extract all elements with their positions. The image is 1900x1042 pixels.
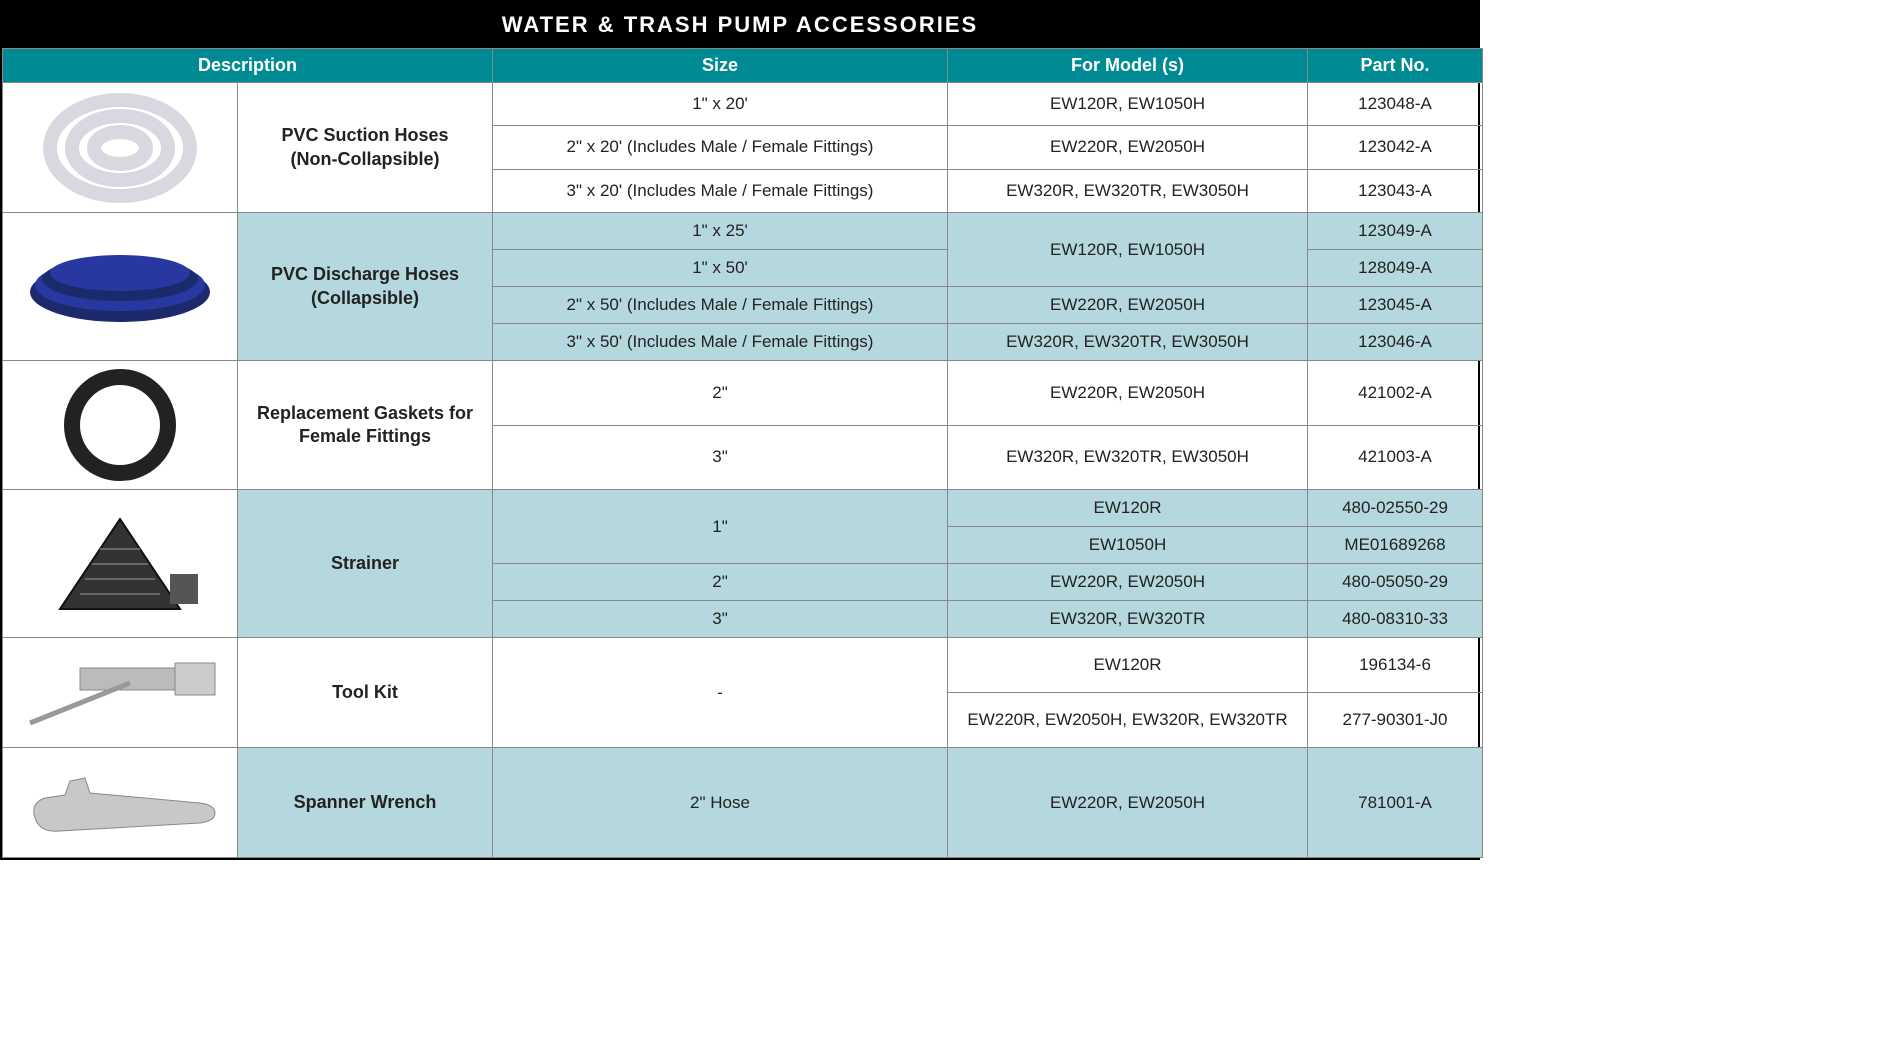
header-row: Description Size For Model (s) Part No. bbox=[3, 49, 1483, 83]
product-image-cell bbox=[3, 361, 238, 490]
col-description: Description bbox=[3, 49, 493, 83]
model-cell: EW220R, EW2050H bbox=[948, 287, 1308, 324]
size-cell: 3" bbox=[493, 425, 948, 490]
part-number-cell: 277-90301-J0 bbox=[1308, 693, 1483, 748]
model-cell: EW320R, EW320TR, EW3050H bbox=[948, 324, 1308, 361]
table-row: PVC Suction Hoses(Non-Collapsible)1" x 2… bbox=[3, 83, 1483, 126]
description-cell: PVC Suction Hoses(Non-Collapsible) bbox=[238, 83, 493, 213]
size-cell: 2" x 20' (Includes Male / Female Fitting… bbox=[493, 126, 948, 169]
size-cell: 2" bbox=[493, 564, 948, 601]
coil-hose-icon bbox=[7, 87, 233, 208]
part-number-cell: 123045-A bbox=[1308, 287, 1483, 324]
size-cell: 1" x 20' bbox=[493, 83, 948, 126]
accessories-table-container: WATER & TRASH PUMP ACCESSORIES Descripti… bbox=[0, 0, 1480, 860]
description-cell: Spanner Wrench bbox=[238, 748, 493, 858]
description-cell: Tool Kit bbox=[238, 638, 493, 748]
part-number-cell: 123046-A bbox=[1308, 324, 1483, 361]
part-number-cell: 128049-A bbox=[1308, 250, 1483, 287]
toolkit-icon bbox=[7, 642, 233, 743]
size-cell: 1" bbox=[493, 490, 948, 564]
size-cell: - bbox=[493, 638, 948, 748]
col-part: Part No. bbox=[1308, 49, 1483, 83]
wrench-icon bbox=[7, 752, 233, 853]
model-cell: EW320R, EW320TR, EW3050H bbox=[948, 425, 1308, 490]
strainer-icon bbox=[7, 494, 233, 633]
gasket-icon bbox=[7, 365, 233, 485]
model-cell: EW320R, EW320TR bbox=[948, 601, 1308, 638]
model-cell: EW120R, EW1050H bbox=[948, 213, 1308, 287]
part-number-cell: 123048-A bbox=[1308, 83, 1483, 126]
size-cell: 1" x 50' bbox=[493, 250, 948, 287]
model-cell: EW220R, EW2050H bbox=[948, 126, 1308, 169]
model-cell: EW120R bbox=[948, 490, 1308, 527]
col-model: For Model (s) bbox=[948, 49, 1308, 83]
product-image-cell bbox=[3, 83, 238, 213]
model-cell: EW120R, EW1050H bbox=[948, 83, 1308, 126]
table-row: Tool Kit-EW120R196134-6 bbox=[3, 638, 1483, 693]
model-cell: EW320R, EW320TR, EW3050H bbox=[948, 169, 1308, 212]
table-row: Replacement Gaskets forFemale Fittings2"… bbox=[3, 361, 1483, 426]
model-cell: EW220R, EW2050H bbox=[948, 748, 1308, 858]
model-cell: EW1050H bbox=[948, 527, 1308, 564]
part-number-cell: 421003-A bbox=[1308, 425, 1483, 490]
description-cell: PVC Discharge Hoses(Collapsible) bbox=[238, 213, 493, 361]
model-cell: EW220R, EW2050H bbox=[948, 361, 1308, 426]
table-row: PVC Discharge Hoses(Collapsible)1" x 25'… bbox=[3, 213, 1483, 250]
part-number-cell: ME01689268 bbox=[1308, 527, 1483, 564]
table-title: WATER & TRASH PUMP ACCESSORIES bbox=[2, 2, 1478, 48]
part-number-cell: 123042-A bbox=[1308, 126, 1483, 169]
part-number-cell: 196134-6 bbox=[1308, 638, 1483, 693]
part-number-cell: 421002-A bbox=[1308, 361, 1483, 426]
product-image-cell bbox=[3, 748, 238, 858]
part-number-cell: 480-05050-29 bbox=[1308, 564, 1483, 601]
model-cell: EW120R bbox=[948, 638, 1308, 693]
part-number-cell: 123049-A bbox=[1308, 213, 1483, 250]
size-cell: 3" bbox=[493, 601, 948, 638]
part-number-cell: 123043-A bbox=[1308, 169, 1483, 212]
size-cell: 2" x 50' (Includes Male / Female Fitting… bbox=[493, 287, 948, 324]
model-cell: EW220R, EW2050H, EW320R, EW320TR bbox=[948, 693, 1308, 748]
product-image-cell bbox=[3, 638, 238, 748]
product-image-cell bbox=[3, 490, 238, 638]
col-size: Size bbox=[493, 49, 948, 83]
size-cell: 1" x 25' bbox=[493, 213, 948, 250]
product-image-cell bbox=[3, 213, 238, 361]
description-cell: Replacement Gaskets forFemale Fittings bbox=[238, 361, 493, 490]
part-number-cell: 480-08310-33 bbox=[1308, 601, 1483, 638]
accessories-table: Description Size For Model (s) Part No. … bbox=[2, 48, 1483, 858]
model-cell: EW220R, EW2050H bbox=[948, 564, 1308, 601]
size-cell: 2" Hose bbox=[493, 748, 948, 858]
part-number-cell: 781001-A bbox=[1308, 748, 1483, 858]
size-cell: 2" bbox=[493, 361, 948, 426]
size-cell: 3" x 50' (Includes Male / Female Fitting… bbox=[493, 324, 948, 361]
part-number-cell: 480-02550-29 bbox=[1308, 490, 1483, 527]
table-row: Spanner Wrench2" HoseEW220R, EW2050H7810… bbox=[3, 748, 1483, 858]
table-row: Strainer1"EW120R480-02550-29 bbox=[3, 490, 1483, 527]
flat-hose-icon bbox=[7, 217, 233, 356]
description-cell: Strainer bbox=[238, 490, 493, 638]
size-cell: 3" x 20' (Includes Male / Female Fitting… bbox=[493, 169, 948, 212]
